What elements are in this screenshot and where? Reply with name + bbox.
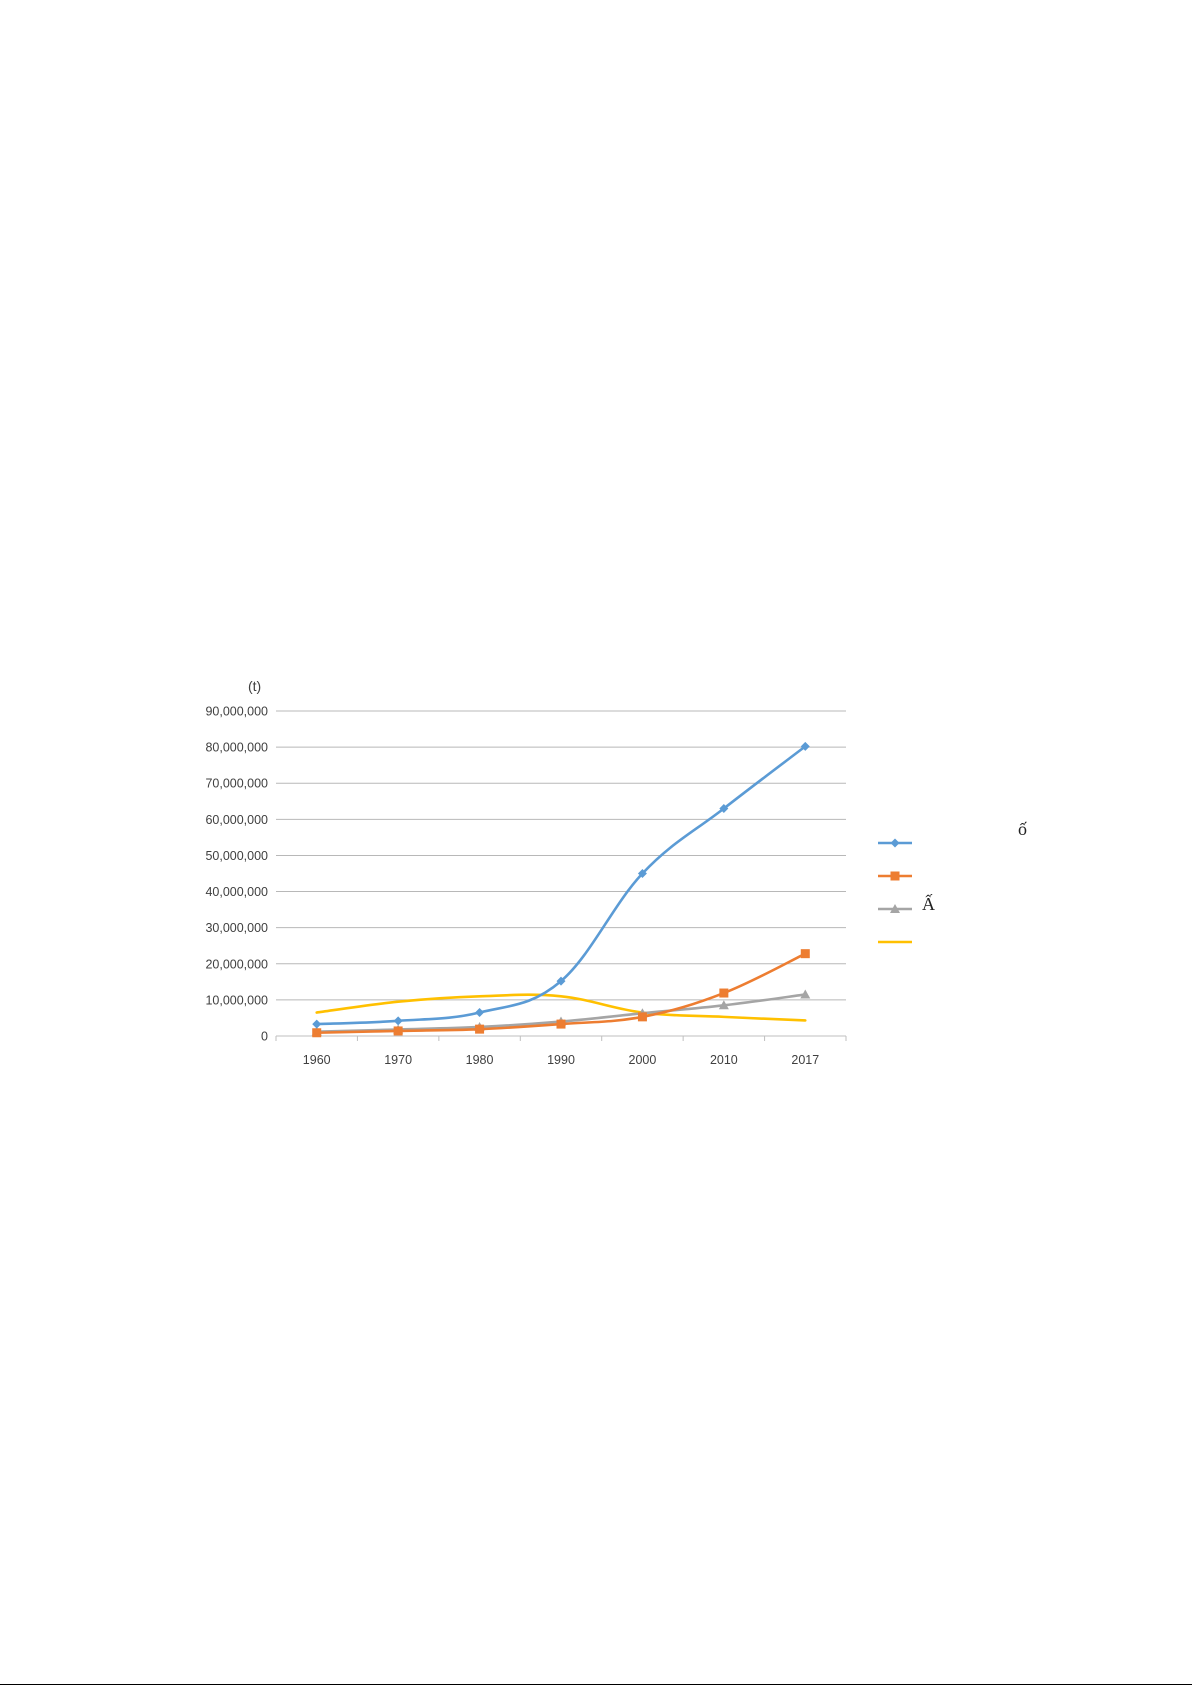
- data-point: [800, 949, 810, 959]
- data-point: [475, 1024, 485, 1034]
- series-2: [312, 949, 810, 1038]
- series-lines: [311, 741, 811, 1038]
- data-point: [637, 869, 647, 878]
- series-4: [315, 993, 807, 1022]
- data-point: [637, 1012, 647, 1022]
- data-point: [800, 989, 811, 999]
- y-tick-label: 50,000,000: [205, 849, 268, 863]
- legend: ốẤ: [878, 819, 1027, 944]
- y-tick-label: 60,000,000: [205, 813, 268, 827]
- x-tick-label: 1970: [384, 1053, 412, 1067]
- data-point: [393, 1026, 403, 1036]
- data-point: [718, 1000, 729, 1010]
- grid-lines: [276, 710, 846, 1001]
- y-unit-label: (t): [248, 678, 261, 694]
- data-point: [719, 988, 729, 998]
- legend-marker: [890, 838, 900, 848]
- y-tick-label: 10,000,000: [205, 993, 268, 1007]
- legend-label: Ấ: [922, 893, 935, 914]
- y-tick-label: 70,000,000: [205, 777, 268, 791]
- y-tick-label: 90,000,000: [205, 705, 268, 719]
- series-1: [312, 741, 810, 1029]
- series-line: [315, 993, 807, 1022]
- legend-item: [878, 904, 912, 913]
- y-tick-labels: 0 10,000,000 20,000,000 30,000,000 40,000,00…: [205, 705, 268, 1044]
- y-tick-label: 40,000,000: [205, 885, 268, 899]
- x-tick-label: 2000: [629, 1053, 657, 1067]
- data-point: [475, 1008, 485, 1018]
- x-tick-label: 2017: [791, 1053, 819, 1067]
- y-tick-label: 30,000,000: [205, 921, 268, 935]
- axes: [275, 1035, 847, 1041]
- legend-label: ố: [1018, 819, 1027, 839]
- x-tick-label: 1960: [303, 1053, 331, 1067]
- data-point: [556, 976, 566, 986]
- y-tick-label: 20,000,000: [205, 957, 268, 971]
- x-tick-label: 1980: [466, 1053, 494, 1067]
- data-point: [393, 1016, 403, 1026]
- y-tick-label: 0: [261, 1030, 268, 1044]
- legend-marker: [890, 871, 900, 881]
- data-point: [719, 804, 729, 813]
- legend-item: [878, 871, 912, 881]
- legend-marker: [890, 904, 900, 913]
- x-tick-label: 2010: [710, 1053, 738, 1067]
- data-point: [556, 1019, 566, 1029]
- data-point: [800, 741, 810, 751]
- legend-item: [878, 838, 912, 848]
- data-point: [312, 1019, 322, 1029]
- x-tick-label: 1990: [547, 1053, 575, 1067]
- data-point: [312, 1028, 322, 1038]
- x-tick-labels: 1960 1970 1980 1990 2000 2010 2017: [303, 1053, 819, 1067]
- y-tick-label: 80,000,000: [205, 741, 268, 755]
